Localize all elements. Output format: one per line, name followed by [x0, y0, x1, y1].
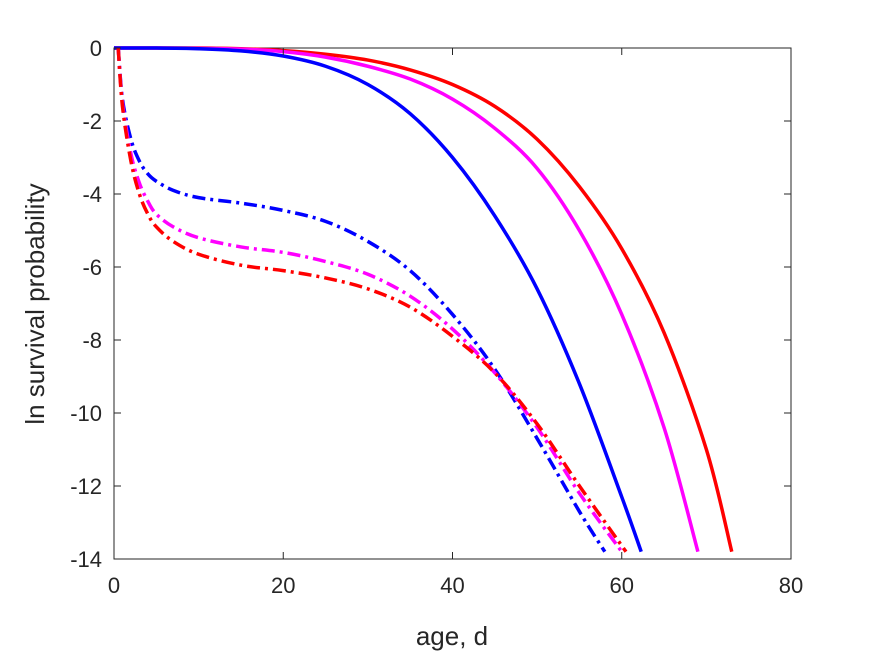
x-tick-label: 20: [271, 573, 295, 598]
y-tick-label: -8: [82, 328, 102, 353]
y-tick-label: -14: [70, 547, 102, 572]
y-tick-label: -2: [82, 109, 102, 134]
dashdot-series-line-4: [116, 47, 624, 553]
y-tick-label: -10: [70, 401, 102, 426]
solid-series-line-2: [113, 46, 643, 553]
y-tick-label: 0: [90, 36, 102, 61]
x-axis-label: age, d: [416, 621, 488, 651]
y-axis: 0 -2 -4 -6 -8 -10 -12 -14: [70, 36, 791, 572]
dashdot-series-line-5: [116, 47, 628, 553]
x-tick-label: 80: [779, 573, 803, 598]
plot-area: [113, 47, 792, 560]
x-tick-label: 40: [440, 573, 464, 598]
y-tick-label: -6: [82, 255, 102, 280]
series-layer: [113, 46, 734, 553]
y-tick-label: -4: [82, 182, 102, 207]
x-axis: 0 20 40 60 80: [108, 48, 803, 598]
y-axis-label: ln survival probability: [20, 183, 50, 424]
x-tick-label: 60: [610, 573, 634, 598]
x-tick-label: 0: [108, 573, 120, 598]
y-tick-label: -12: [70, 474, 102, 499]
